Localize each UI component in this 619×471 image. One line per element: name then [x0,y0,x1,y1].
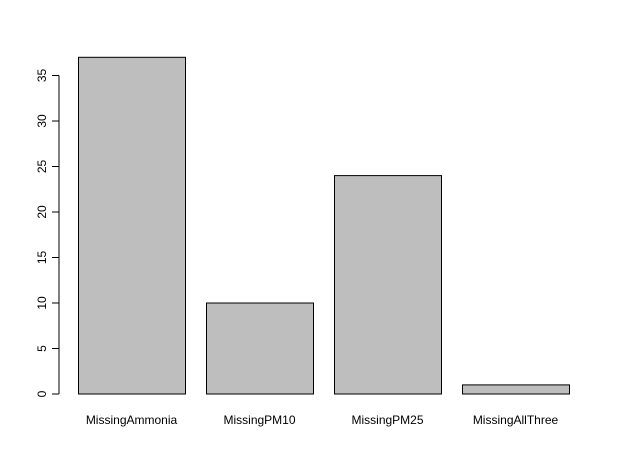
y-tick-label: 25 [35,160,49,174]
x-category-label: MissingPM25 [351,413,423,427]
bar-MissingPM25 [334,175,442,395]
bar-MissingPM10 [206,302,314,395]
x-category-label: MissingPM10 [223,413,295,427]
y-tick-label: 20 [35,205,49,219]
y-tick-label: 35 [35,69,49,83]
bar-MissingAllThree [462,384,570,395]
x-axis-labels: MissingAmmonia MissingPM10 MissingPM25 Miss… [86,413,559,427]
y-tick-label: 0 [35,390,49,397]
y-tick-label: 30 [35,114,49,128]
bars [78,56,570,395]
x-category-label: MissingAmmonia [86,413,178,427]
y-axis: 0 5 10 15 20 25 30 35 [35,69,60,397]
y-tick-label: 15 [35,251,49,265]
x-category-label: MissingAllThree [473,413,559,427]
y-tick-label: 5 [35,345,49,352]
y-tick-label: 10 [35,296,49,310]
bar-MissingAmmonia [78,56,186,395]
